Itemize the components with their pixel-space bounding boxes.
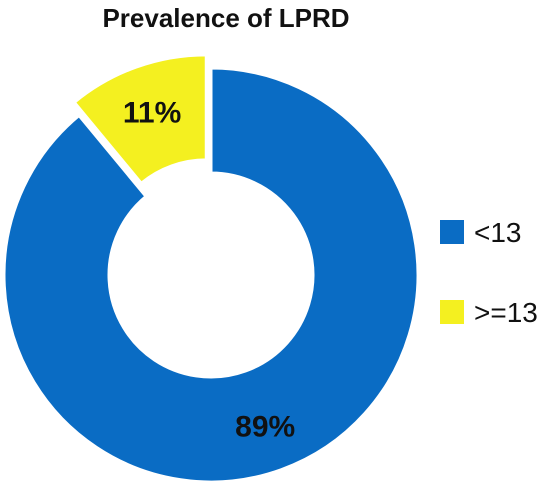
data-labels-group: 89% 11% <box>123 96 295 443</box>
legend-swatch-1 <box>440 220 464 244</box>
slices-group <box>2 53 420 484</box>
legend-swatch-2 <box>440 300 464 324</box>
donut-slice-2 <box>72 53 208 186</box>
donut-slice-1 <box>2 66 420 484</box>
data-label-2: 11% <box>123 96 181 129</box>
legend-label-1: <13 <box>474 217 522 248</box>
legend-label-2: >=13 <box>474 297 538 328</box>
chart-title: Prevalence of LPRD <box>102 3 349 33</box>
legend: <13 >=13 <box>440 217 538 328</box>
data-label-1: 89% <box>235 411 295 444</box>
